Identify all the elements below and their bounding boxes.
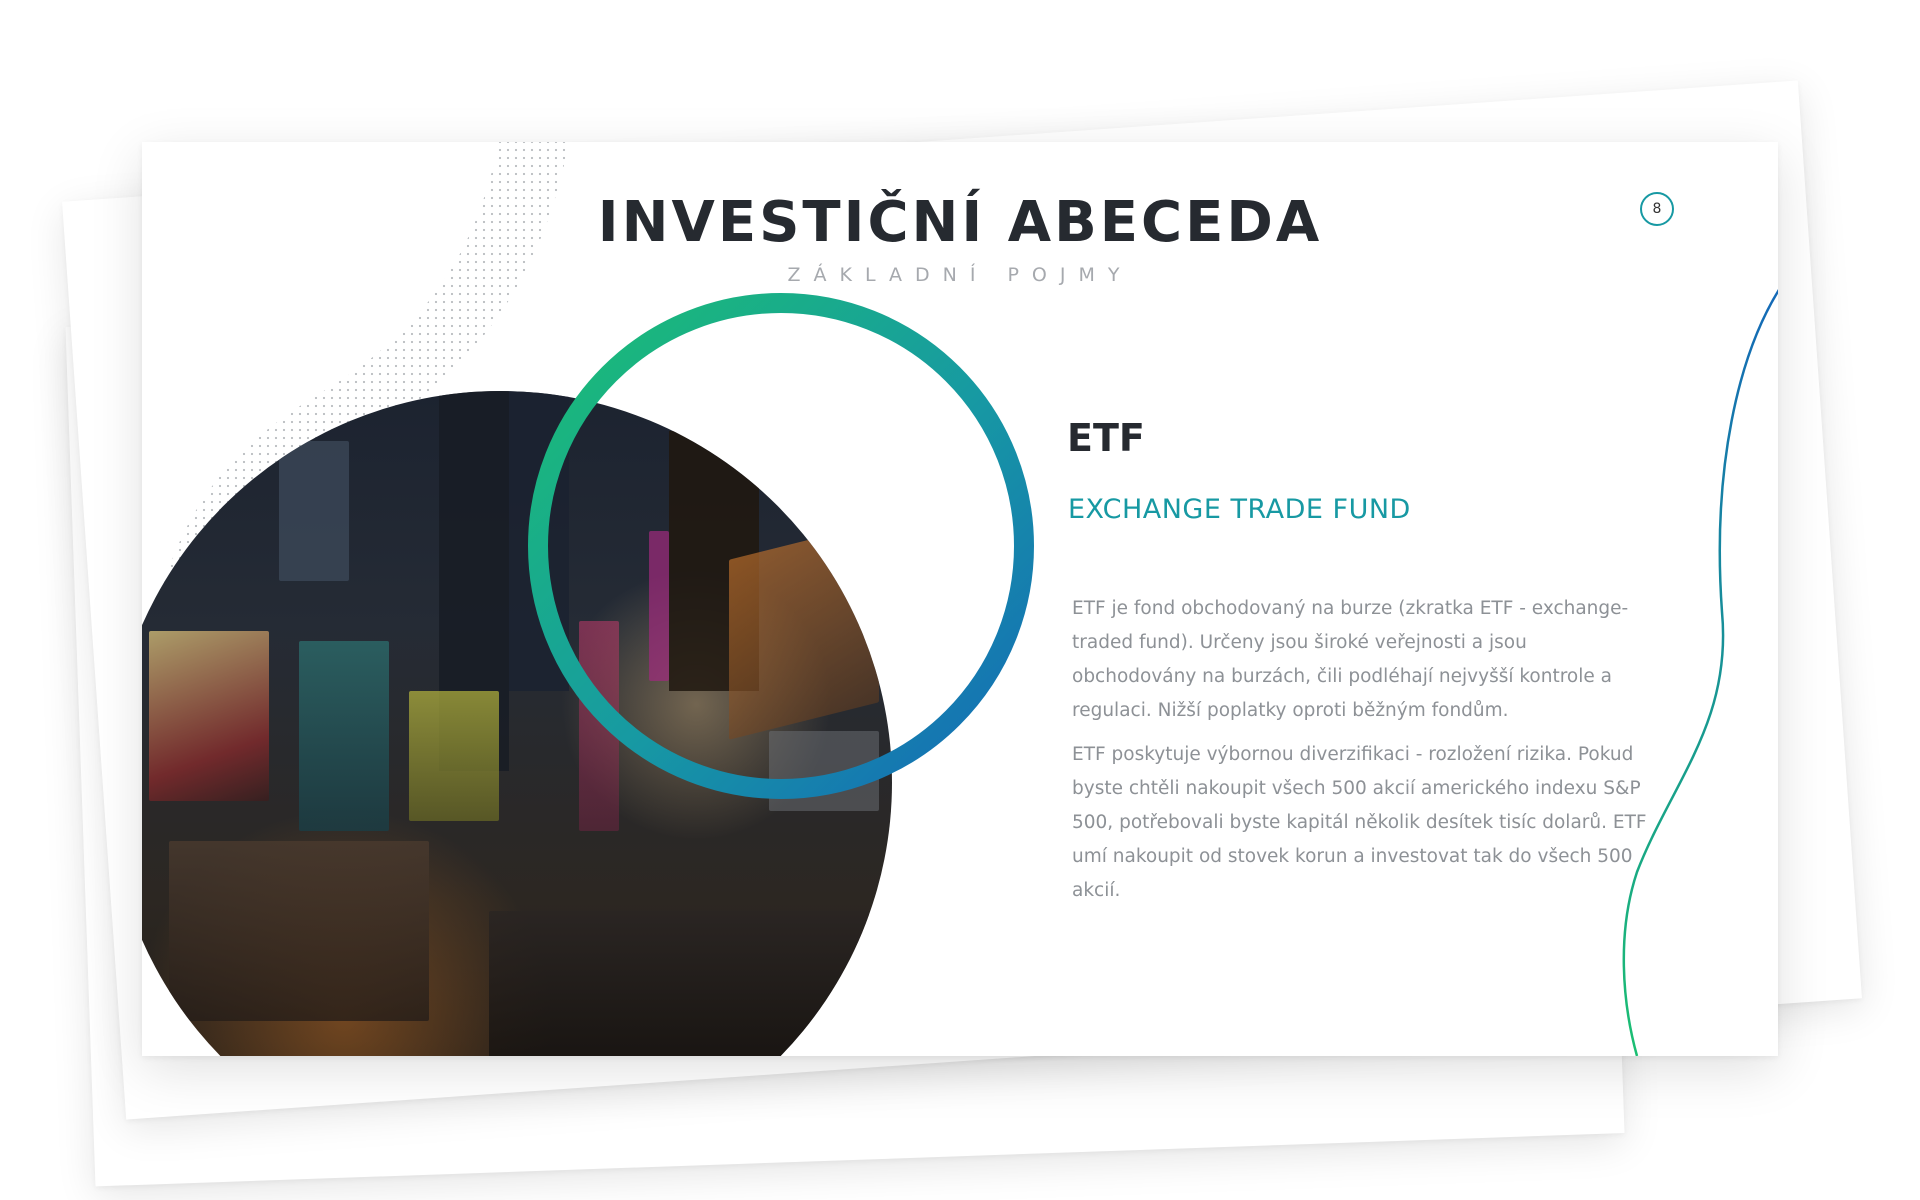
term-heading: ETF	[1067, 416, 1145, 460]
city-photo-circle	[142, 391, 892, 1056]
term-description: ETF je fond obchodovaný na burze (zkratk…	[1072, 592, 1652, 918]
main-slide: INVESTIČNÍ ABECEDA ZÁKLADNÍ POJMY 8	[142, 142, 1778, 1056]
page-number-badge: 8	[1640, 192, 1674, 226]
page-number: 8	[1652, 201, 1662, 217]
term-subheading: EXCHANGE TRADE FUND	[1068, 494, 1411, 525]
description-paragraph: ETF je fond obchodovaný na burze (zkratk…	[1072, 598, 1629, 721]
slide-subtitle: ZÁKLADNÍ POJMY	[787, 264, 1133, 286]
description-paragraph: ETF poskytuje výbornou diverzifikaci - r…	[1072, 744, 1647, 901]
slide-title: INVESTIČNÍ ABECEDA	[597, 190, 1323, 255]
